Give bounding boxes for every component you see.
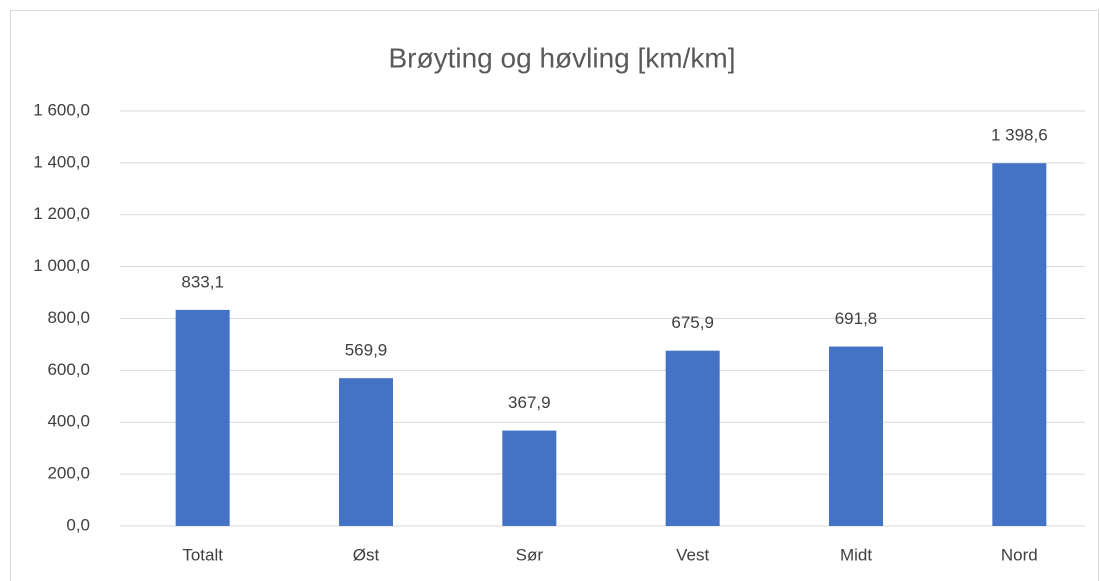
x-tick-label: Vest — [676, 545, 709, 564]
value-label: 691,8 — [835, 309, 878, 328]
y-tick-label: 800,0 — [47, 308, 90, 327]
y-tick-label: 200,0 — [47, 464, 90, 483]
chart-title: Brøyting og høvling [km/km] — [389, 42, 736, 73]
bar — [175, 309, 230, 526]
bar — [992, 163, 1047, 526]
x-tick-label: Sør — [516, 545, 544, 564]
value-label: 1 398,6 — [991, 126, 1048, 145]
value-label: 675,9 — [671, 313, 714, 332]
bar — [665, 350, 720, 526]
y-tick-label: 600,0 — [47, 360, 90, 379]
x-tick-label: Øst — [353, 545, 380, 564]
bar — [502, 430, 557, 526]
value-label: 367,9 — [508, 393, 551, 412]
bar — [339, 378, 393, 526]
y-tick-label: 1 200,0 — [33, 204, 90, 223]
y-tick-label: 1 400,0 — [33, 152, 90, 171]
y-tick-label: 400,0 — [47, 412, 90, 431]
value-label: 833,1 — [181, 272, 224, 291]
y-tick-label: 1 600,0 — [33, 100, 90, 119]
x-tick-label: Midt — [840, 545, 872, 564]
bar — [829, 346, 883, 526]
y-tick-label: 0,0 — [66, 515, 90, 534]
y-tick-label: 1 000,0 — [33, 256, 90, 275]
x-tick-label: Nord — [1001, 545, 1038, 564]
x-tick-label: Totalt — [182, 545, 223, 564]
value-label: 569,9 — [345, 341, 388, 360]
